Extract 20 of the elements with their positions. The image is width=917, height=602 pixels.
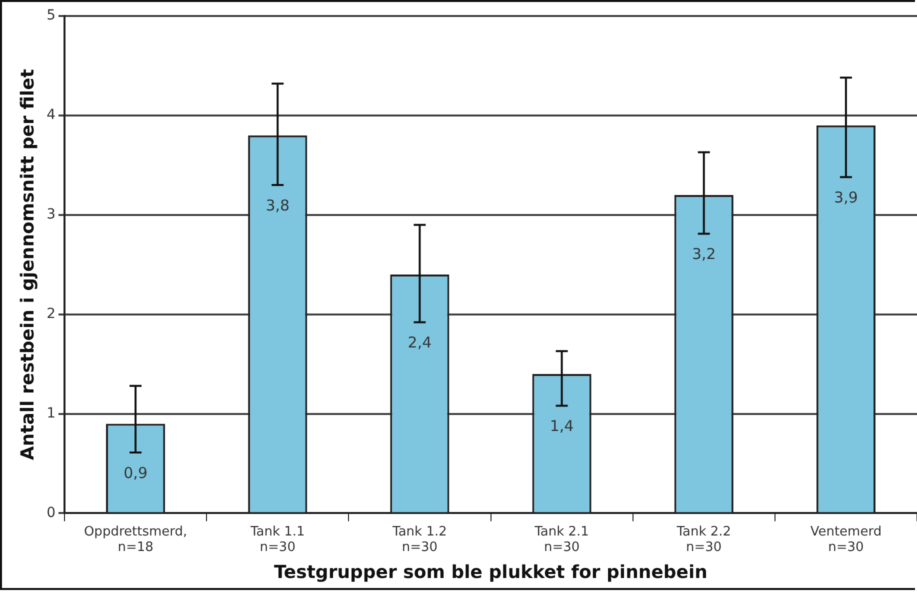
- data-label: 2,4: [408, 334, 432, 352]
- y-tick-label: 1: [46, 405, 56, 422]
- x-tick-label: Ventemerd n=30: [810, 524, 882, 555]
- data-label: 3,9: [834, 188, 858, 206]
- x-tick-label: Tank 1.1 n=30: [249, 524, 305, 555]
- data-label: 3,8: [266, 196, 290, 214]
- y-tick-label: 2: [46, 306, 56, 322]
- x-tick-label: Oppdrettsmerd, n=18: [84, 524, 188, 555]
- y-tick-label: 3: [46, 206, 56, 223]
- data-label: 3,2: [692, 245, 716, 264]
- y-tick-label: 0: [46, 504, 56, 521]
- y-tick-label: 5: [46, 8, 56, 24]
- x-tick-label: Tank 2.1 n=30: [534, 524, 589, 555]
- x-axis-title: Testgrupper som ble plukket for pinnebein: [274, 562, 708, 583]
- y-axis-title: Antall restbein i gjennomsnitt per filet: [17, 68, 38, 460]
- data-label: 0,9: [124, 464, 148, 482]
- data-label: 1,4: [550, 417, 574, 436]
- x-tick-label: Tank 2.2 n=30: [676, 524, 732, 555]
- y-tick-label: 4: [46, 107, 56, 124]
- x-tick-label: Tank 1.2 n=30: [392, 524, 447, 555]
